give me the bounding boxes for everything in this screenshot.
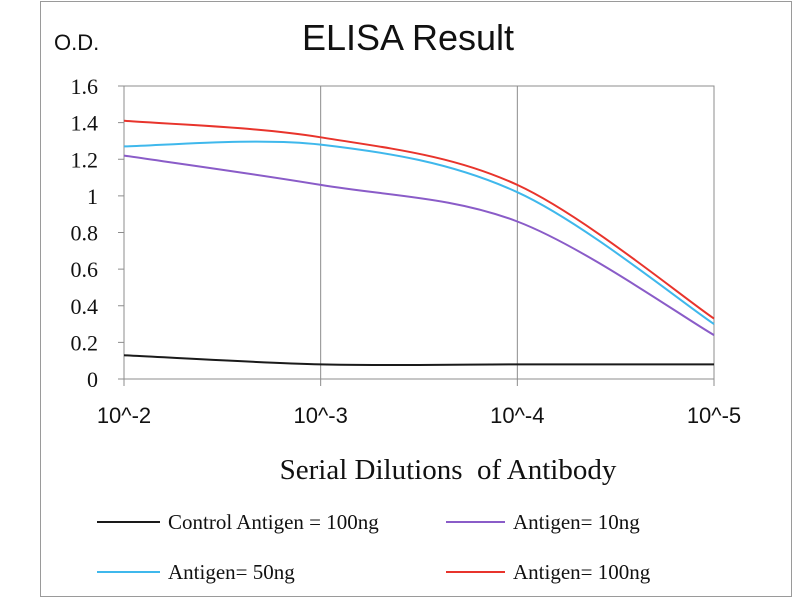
chart-title: ELISA Result — [302, 17, 514, 58]
chart-frame — [40, 1, 792, 597]
y-tick-label: 1.2 — [71, 147, 99, 172]
y-tick-label: 1.6 — [71, 74, 99, 99]
x-tick-label: 10^-5 — [687, 403, 741, 428]
y-tick-label: 0.8 — [71, 221, 99, 246]
y-axis-label: O.D. — [54, 30, 99, 55]
series-line-0 — [123, 354, 714, 367]
y-tick-label: 0.6 — [71, 257, 99, 282]
series-line-1 — [123, 154, 715, 336]
x-tick-label: 10^-4 — [490, 403, 544, 428]
y-tick-label: 1 — [87, 184, 98, 209]
y-tick-label: 0 — [87, 367, 98, 392]
legend-label-2: Antigen= 50ng — [168, 560, 295, 584]
legend-label-0: Control Antigen = 100ng — [168, 510, 379, 534]
legend-label-1: Antigen= 10ng — [513, 510, 640, 534]
series-line-2 — [123, 140, 715, 325]
x-tick-label: 10^-2 — [97, 403, 151, 428]
y-tick-label: 0.2 — [71, 330, 99, 355]
legend-label-3: Antigen= 100ng — [513, 560, 651, 584]
y-tick-label: 0.4 — [71, 294, 99, 319]
x-tick-label: 10^-3 — [293, 403, 347, 428]
plot-area-border — [123, 85, 715, 380]
x-axis-label: Serial Dilutions of Antibody — [280, 454, 617, 486]
y-tick-label: 1.4 — [71, 111, 99, 136]
series-line-3 — [123, 119, 715, 320]
